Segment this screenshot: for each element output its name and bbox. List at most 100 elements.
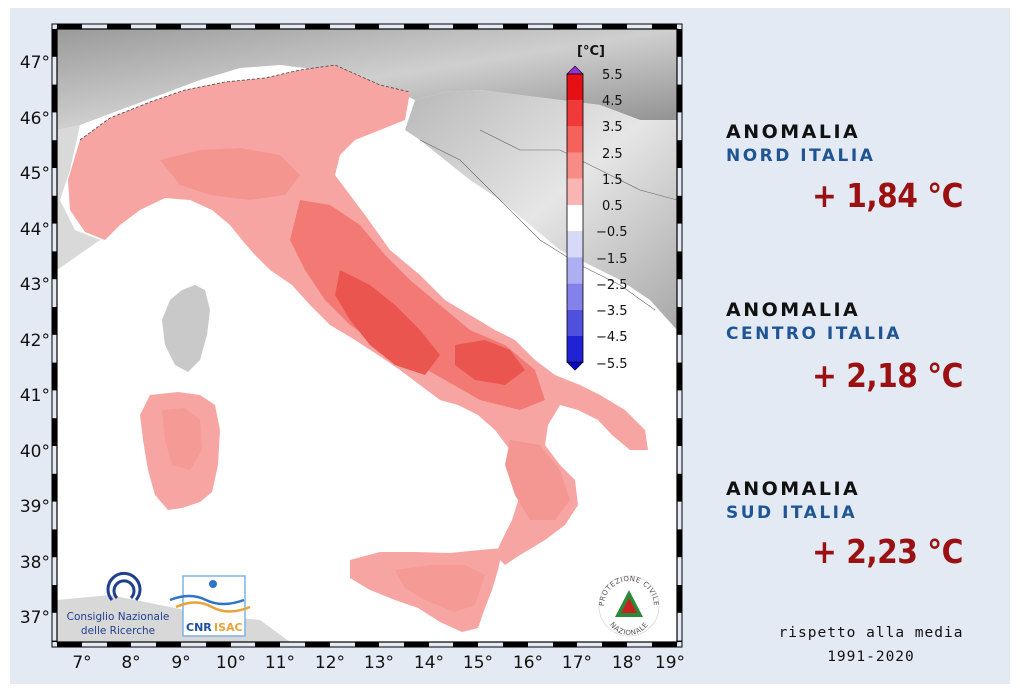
colorbar-label: −1.5 [596,252,628,267]
frame-tick [404,642,429,647]
frame-tick [503,642,528,647]
frame-tick [602,24,627,29]
y-tick-label: 45° [20,164,50,184]
frame-tick-marks [51,23,683,648]
y-tick-label: 37° [20,608,50,628]
colorbar-unit: [°C] [577,44,605,59]
frame-tick [52,251,57,280]
y-tick-label: 41° [20,386,50,406]
frame-tick [52,140,57,168]
colorbar-label: −5.5 [596,357,628,372]
frame-tick [453,642,478,647]
cnr-isac-cnr: CNR [186,621,212,634]
frame-tick [677,195,682,224]
temperature-anomaly-map: 47° 46° 45° 44° 43° 42° 41° 40° 39° 38° … [20,23,685,673]
frame-tick [52,195,57,224]
frame-tick [305,642,330,647]
footnote-line1: rispetto alla media [778,625,964,641]
colorbar-label: −0.5 [596,225,628,240]
frame-tick [52,307,57,335]
protezione-triangle-inner-icon [621,598,637,613]
anomaly-zone-apennines [335,270,440,375]
frame-tick [156,24,181,29]
colorbar-cell [567,74,583,101]
frame-tick [553,642,577,647]
frame-tick [677,473,682,502]
region-centro: CENTRO ITALIA [726,324,902,344]
anomaly-panel: ANOMALIA NORD ITALIA + 1,84 °C ANOMALIA … [700,0,1020,691]
frame-tick [156,642,181,647]
frame-tick [602,642,627,647]
frame-tick [553,24,577,29]
frame-tick [57,642,82,647]
anomaly-zone-calabria [505,440,570,520]
frame-tick [107,24,131,29]
colorbar-label: 3.5 [602,120,623,135]
y-tick-label: 38° [20,553,50,573]
colorbar-cell [567,100,583,127]
frame-tick [52,29,57,57]
frame-tick [404,24,429,29]
frame-tick [677,84,682,113]
isac-wave-icon-2 [175,601,251,613]
colorbar-label: 5.5 [602,68,623,83]
frame-tick [677,585,682,613]
frame-tick [677,29,682,57]
colorbar-cell [567,126,583,153]
frame-tick [52,585,57,613]
colorbar-cell [567,336,583,363]
x-tick-label: 19° [655,653,685,673]
colorbar-bottom-arrow [566,361,584,371]
colorbar-labels: 5.5 4.5 3.5 2.5 1.5 0.5 −0.5 −1.5 −2.5 −… [596,68,628,372]
colorbar: [°C] 5.5 4.5 3.5 2.5 1.5 0.5 −0.5 −1.5 −… [566,44,628,372]
frame-tick [677,362,682,391]
cnr-logo-line2: delle Ricerche [81,625,155,637]
anomaly-zone-sicily [395,565,485,612]
region-sud: SUD ITALIA [726,503,858,523]
y-tick-label: 39° [20,497,50,517]
colorbar-label: 2.5 [602,147,623,162]
frame-tick [57,24,82,29]
isac-wave-icon [169,594,245,606]
frame-tick [355,24,379,29]
frame-outer [51,23,683,648]
cnr-isac-isac: ISAC [214,621,243,634]
colorbar-label: 1.5 [602,173,623,188]
frame-tick [52,418,57,446]
colorbar-label: −2.5 [596,278,628,293]
frame-tick [255,24,280,29]
colorbar-cells [566,65,584,371]
isac-figure-icon [209,580,217,588]
frame-tick [652,642,677,647]
map-svg: 47° 46° 45° 44° 43° 42° 41° 40° 39° 38° … [20,23,685,673]
x-tick-label: 17° [562,653,592,673]
anomaly-zone-sardinia [162,408,202,470]
frame-tick [206,642,231,647]
x-tick-label: 18° [612,653,642,673]
balkan-borders [419,139,656,311]
frame-tick [677,640,682,642]
colorbar-cell [567,178,583,205]
y-tick-label: 40° [20,442,50,462]
frame-tick [453,24,478,29]
footnote-line2: 1991-2020 [827,649,915,665]
frame-tick [677,529,682,558]
colorbar-cell [567,283,583,310]
frame-tick [305,24,330,29]
x-tick-label: 10° [216,653,246,673]
anomaly-label-nord: ANOMALIA [726,121,861,143]
anomaly-value-sud: + 2,23 °C [812,532,963,571]
cnr-logo: Consiglio Nazionale delle Ricerche [67,571,169,637]
corsica-relief [162,285,210,372]
balkans-relief [405,90,677,330]
x-tick-label: 16° [513,653,543,673]
region-nord: NORD ITALIA [726,146,876,166]
y-tick-label: 47° [20,53,50,73]
frame-tick [652,24,677,29]
anomaly-label-sud: ANOMALIA [726,478,861,500]
frame-tick [503,24,528,29]
colorbar-label: 4.5 [602,94,623,109]
frame-tick [355,642,379,647]
colorbar-cell [567,309,583,336]
anomaly-zone-gargano [455,340,525,385]
